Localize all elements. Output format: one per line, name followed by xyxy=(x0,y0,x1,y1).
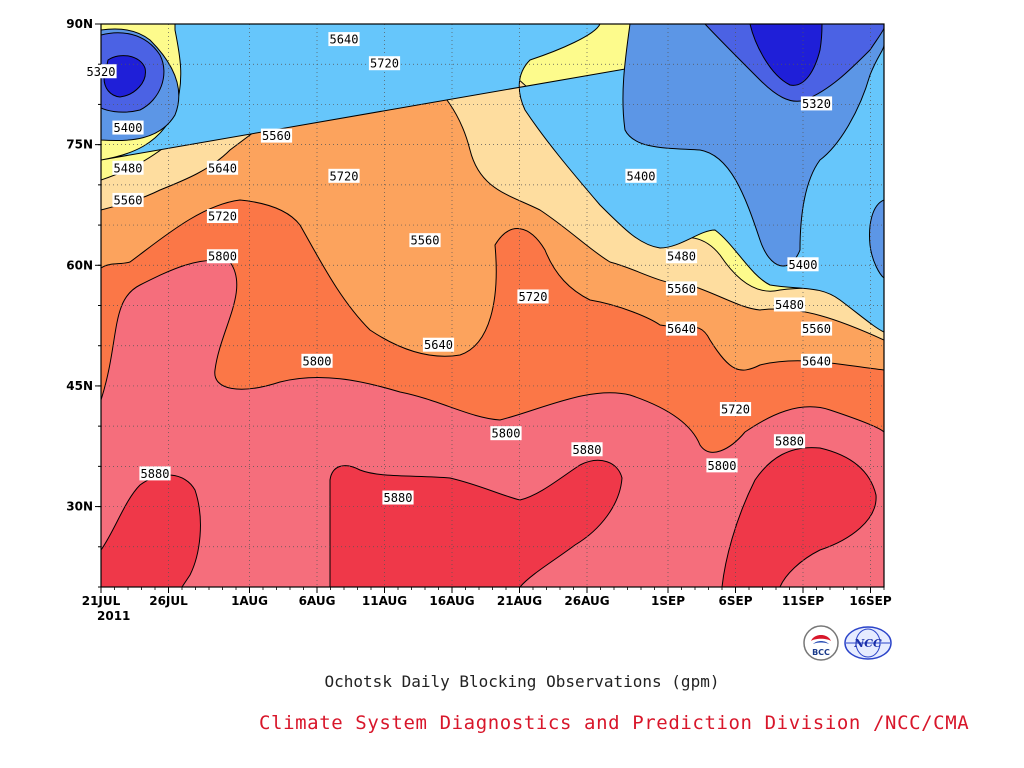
contour-label: 5320 xyxy=(802,97,831,111)
band-above-5960-c xyxy=(721,447,877,587)
contour-label: 5720 xyxy=(519,290,548,304)
contour-label-bg xyxy=(409,233,441,248)
contour-label-bg xyxy=(112,192,144,207)
contour-label: 5640 xyxy=(667,322,696,336)
bcc-logo: BCC xyxy=(802,624,840,666)
chart-title: Ochotsk Daily Blocking Observations (gpm… xyxy=(324,672,720,691)
x-tick-label: 21JUL xyxy=(82,594,121,608)
contour-label: 5480 xyxy=(667,250,696,264)
x-axis-year-label: 2011 xyxy=(97,609,130,623)
contour-label-bg xyxy=(490,426,522,441)
contour-label-bg xyxy=(800,353,833,368)
x-tick-label: 16SEP xyxy=(849,594,892,608)
x-axis: 21JUL 26JUL 1AUG 6AUG 11AUG 16AUG 21AUG 26AUG 1S… xyxy=(82,587,892,608)
contour-label-bg xyxy=(260,128,293,143)
contour-label: 5880 xyxy=(384,491,413,505)
band-below-5320-east xyxy=(749,24,823,86)
contour-label: 5560 xyxy=(114,193,143,207)
contour-label-bg xyxy=(112,160,144,175)
x-tick-label: 1SEP xyxy=(651,594,685,608)
contour-labels: 5320 5400 5480 5560 5640 5720 5800 5880 5560 5640… xyxy=(85,32,833,505)
contour-label-bg xyxy=(665,281,698,296)
contour-label-bg xyxy=(625,168,657,183)
contour-fill-layer xyxy=(101,24,884,587)
contour-label-bg xyxy=(571,442,603,457)
contour-label-bg xyxy=(719,402,752,417)
contour-label-bg xyxy=(800,96,833,111)
contour-label-bg xyxy=(800,321,833,336)
x-tick-label: 11AUG xyxy=(362,594,407,608)
contour-label: 5400 xyxy=(789,258,818,272)
band-5400-5480-east2 xyxy=(869,199,884,279)
contour-label: 5800 xyxy=(708,459,737,473)
x-tick-label: 11SEP xyxy=(782,594,825,608)
y-tick-label: 60N xyxy=(66,258,93,272)
contour-label: 5880 xyxy=(775,435,804,449)
contour-label-bg xyxy=(328,32,360,47)
contour-label: 5400 xyxy=(627,169,656,183)
contour-label-bg xyxy=(85,64,117,79)
contour-label-bg xyxy=(368,56,401,71)
x-tick-label: 26AUG xyxy=(564,594,609,608)
contour-label: 5640 xyxy=(208,161,237,175)
contour-label: 5800 xyxy=(208,250,237,264)
svg-text:NCC: NCC xyxy=(853,637,882,650)
contour-label-bg xyxy=(112,120,144,135)
contour-label: 5480 xyxy=(775,298,804,312)
contour-label-bg xyxy=(206,249,239,264)
contour-label-bg xyxy=(139,466,171,481)
band-above-5960-a xyxy=(101,474,201,587)
x-tick-label: 6AUG xyxy=(299,594,336,608)
contour-label-bg xyxy=(206,160,239,175)
contour-label-bg xyxy=(206,209,239,224)
contour-label: 5720 xyxy=(370,57,399,71)
contour-label-bg xyxy=(301,353,333,368)
y-tick-label: 30N xyxy=(66,500,93,514)
credit-line: Climate System Diagnostics and Predictio… xyxy=(259,712,970,734)
contour-label: 5640 xyxy=(424,338,453,352)
contour-label-bg xyxy=(328,168,360,183)
contour-label-bg xyxy=(773,434,806,449)
contour-label-bg xyxy=(422,337,455,352)
contour-label: 5720 xyxy=(208,210,237,224)
y-axis: 30N 45N 60N 75N 90N xyxy=(66,17,101,588)
contour-label: 5640 xyxy=(330,33,359,47)
contour-label: 5800 xyxy=(492,427,521,441)
contour-label: 5560 xyxy=(667,282,696,296)
contour-label: 5400 xyxy=(114,121,143,135)
contour-label-bg xyxy=(665,321,698,336)
x-tick-label: 21AUG xyxy=(497,594,542,608)
contour-label-bg xyxy=(787,257,819,272)
y-tick-label: 45N xyxy=(66,379,93,393)
contour-label-bg xyxy=(665,249,698,264)
contour-label: 5640 xyxy=(802,354,831,368)
x-tick-label: 1AUG xyxy=(231,594,268,608)
x-tick-label: 26JUL xyxy=(149,594,188,608)
contour-label-bg xyxy=(773,297,806,312)
contour-label: 5560 xyxy=(802,322,831,336)
y-tick-label: 90N xyxy=(66,17,93,31)
contour-label: 5560 xyxy=(262,129,291,143)
contour-label: 5560 xyxy=(411,234,440,248)
contour-label-bg xyxy=(382,490,414,505)
contour-label: 5880 xyxy=(573,443,602,457)
contour-label: 5720 xyxy=(330,169,359,183)
contour-label: 5320 xyxy=(87,65,116,79)
contour-label-bg xyxy=(517,289,549,304)
contour-label: 5800 xyxy=(303,354,332,368)
contour-label: 5480 xyxy=(114,161,143,175)
contour-label-bg xyxy=(706,458,738,473)
x-tick-label: 16AUG xyxy=(429,594,474,608)
y-tick-label: 75N xyxy=(66,138,93,152)
contour-label: 5880 xyxy=(141,467,170,481)
grid-lines xyxy=(101,24,884,587)
x-tick-label: 6SEP xyxy=(719,594,753,608)
svg-text:BCC: BCC xyxy=(812,648,830,657)
contour-label: 5720 xyxy=(721,403,750,417)
ncc-logo: NCC xyxy=(843,624,893,666)
